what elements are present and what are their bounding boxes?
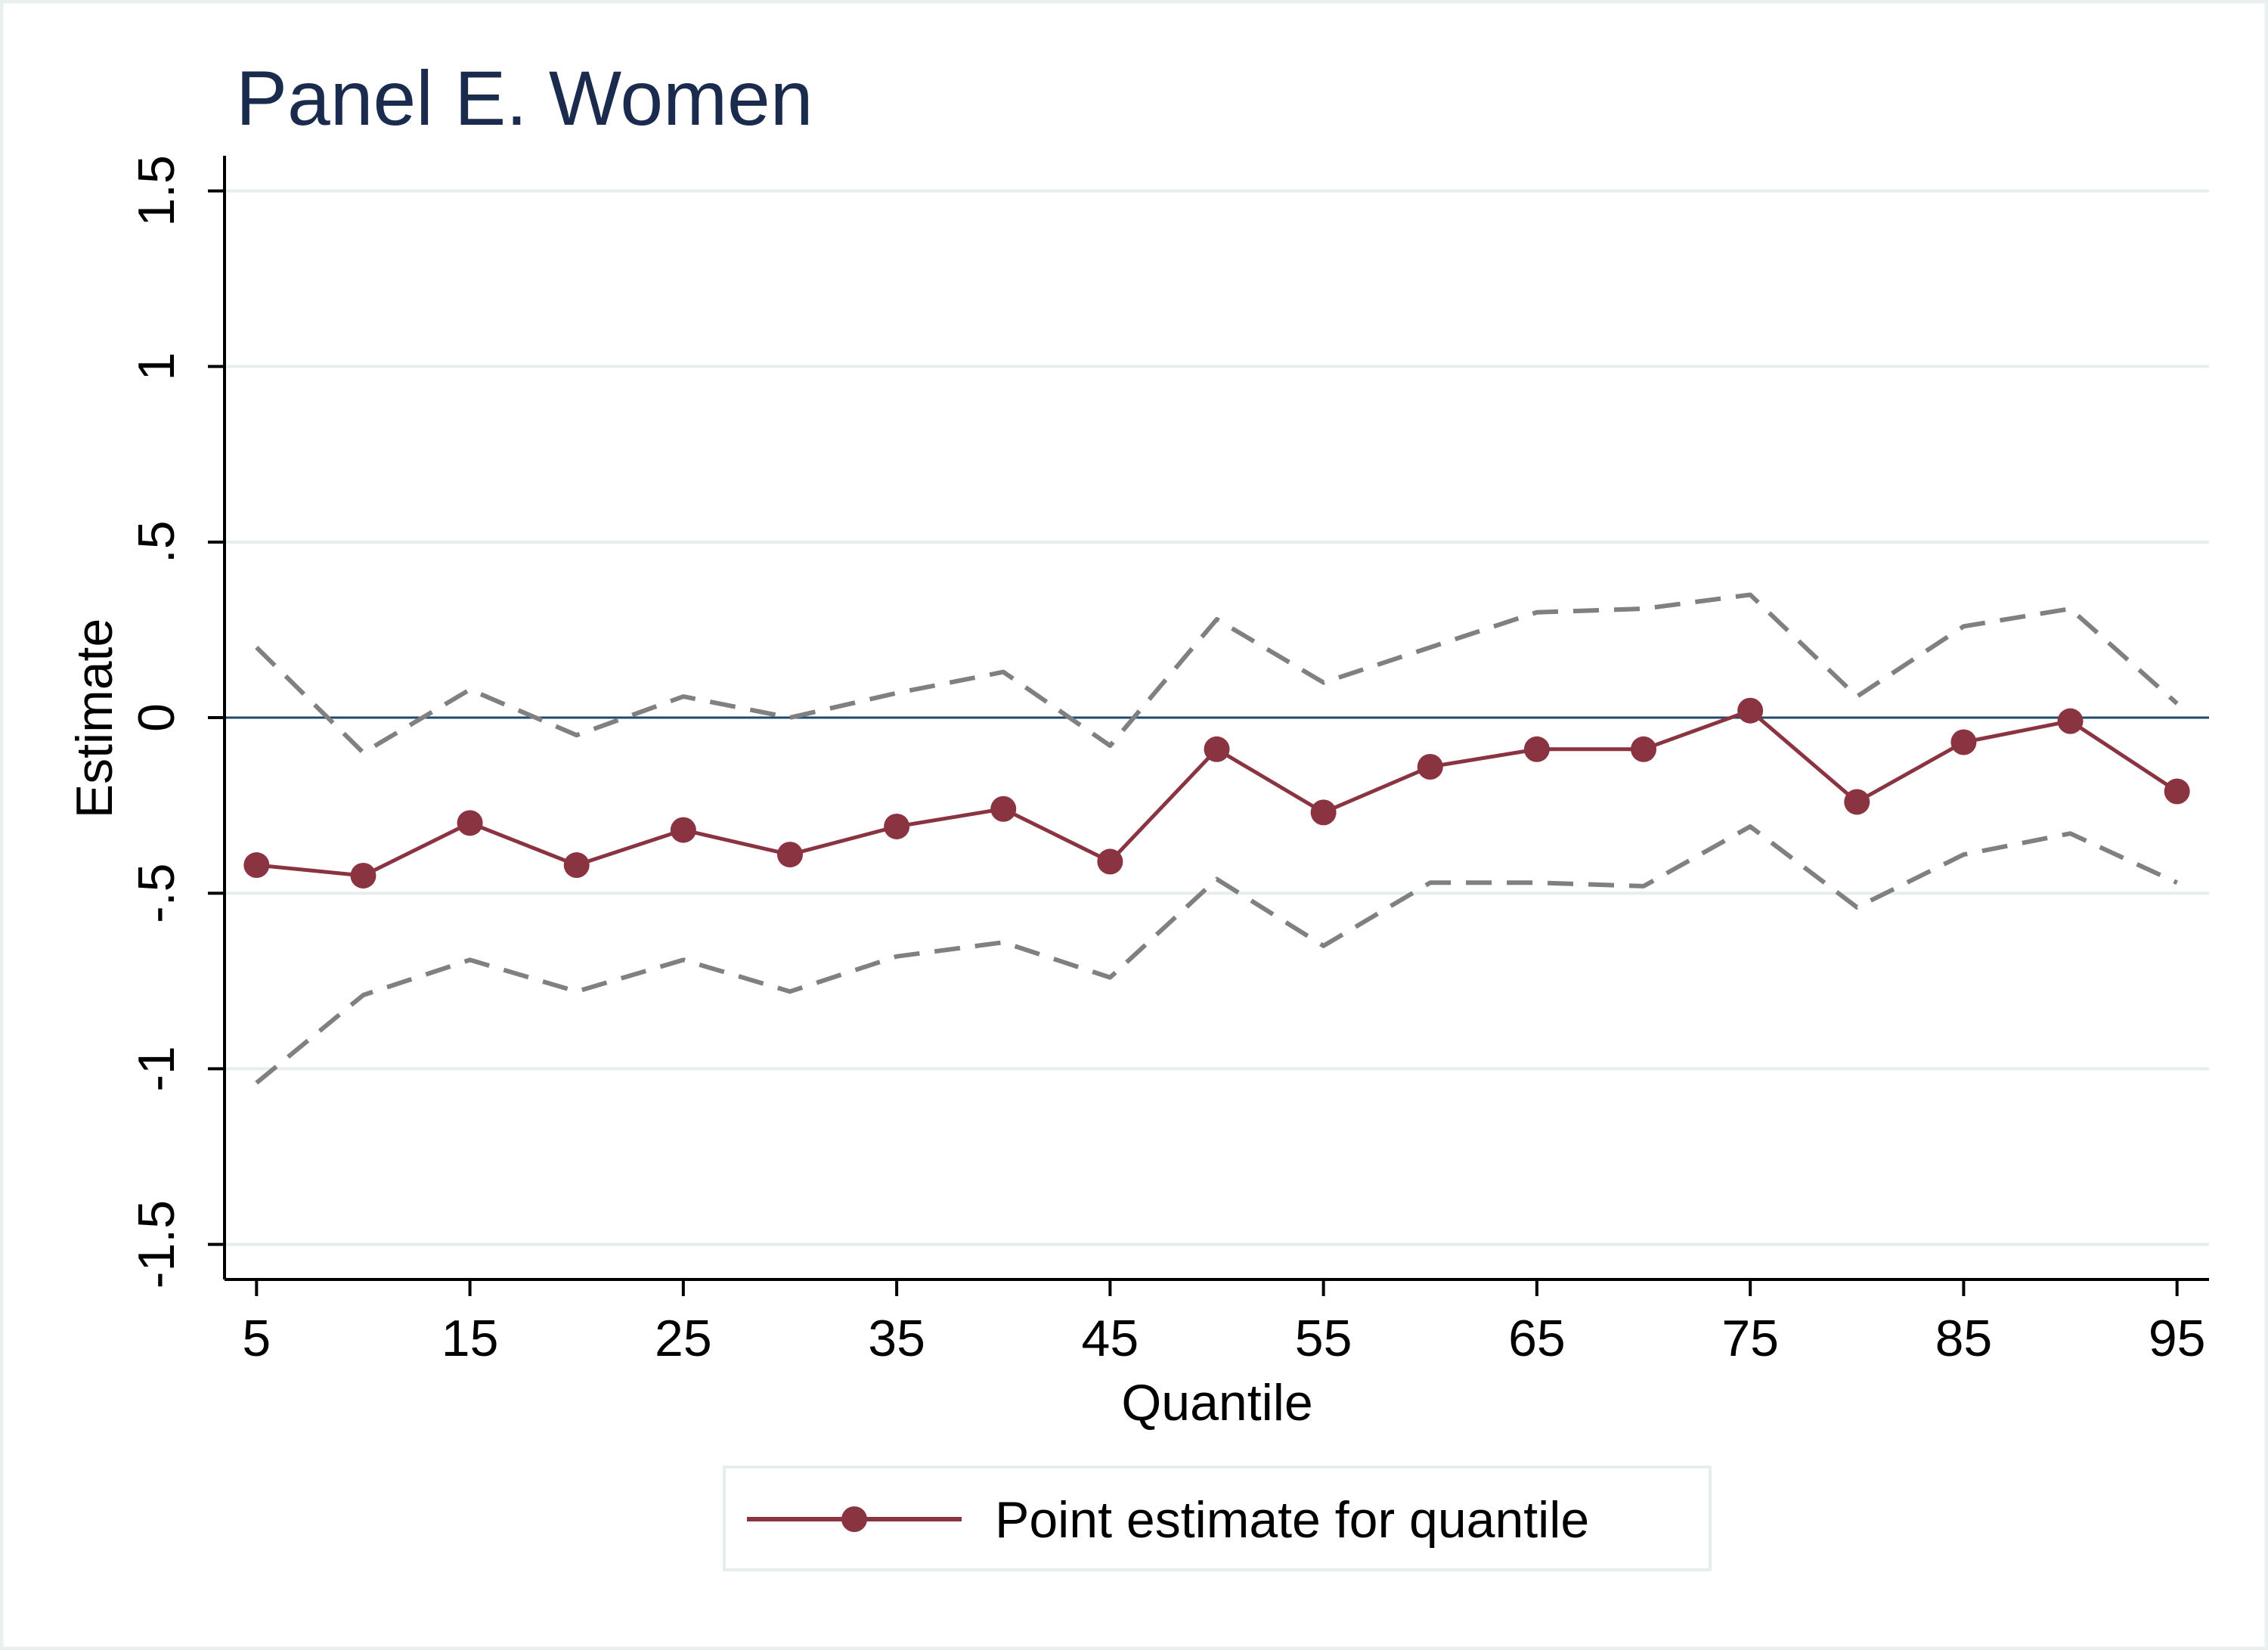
data-point-35 [884,813,910,839]
x-tick-label-5: 55 [1295,1310,1352,1367]
data-point-70 [1631,736,1657,762]
data-point-25 [670,817,696,843]
data-point-5 [243,852,270,879]
y-tick-label-3: 0 [128,703,185,732]
y-tick-label-4: .5 [128,520,185,563]
x-tick-label-8: 85 [1935,1310,1993,1367]
legend-marker-swatch [841,1506,867,1532]
data-point-80 [1844,789,1870,815]
data-point-90 [2057,708,2084,734]
data-point-45 [1097,848,1123,875]
data-point-15 [457,810,483,836]
x-tick-label-4: 45 [1082,1310,1139,1367]
y-tick-label-0: -1.5 [128,1200,185,1289]
axes: -1.5 -1 -.5 0 .5 1 1.5 5 15 25 35 45 55 65 75 85 95 [128,155,2209,1367]
data-point-40 [990,796,1017,822]
y-tick-label-2: -.5 [128,864,185,923]
x-tick-label-6: 65 [1508,1310,1566,1367]
series-line-1 [255,592,2179,755]
legend-label: Point estimate for quantile [995,1491,1589,1549]
data-point-75 [1737,697,1764,724]
data-point-20 [563,852,590,879]
y-axis-label: Estimate [66,619,123,819]
data-point-95 [2164,778,2190,805]
chart-title: Panel E. Women [236,55,813,141]
x-tick-label-7: 75 [1721,1310,1779,1367]
grid-lines [225,189,2209,1246]
x-tick-label-0: 5 [242,1310,271,1367]
legend: Point estimate for quantile [723,1465,1712,1571]
x-axis-label: Quantile [1121,1374,1312,1431]
data-point-50 [1204,736,1230,762]
y-tick-label-1: -1 [128,1046,185,1091]
x-tick-label-3: 35 [868,1310,925,1367]
y-tick-label-5: 1 [128,352,185,381]
data-point-85 [1950,729,1977,755]
data-point-65 [1523,736,1550,762]
data-point-60 [1417,754,1443,780]
x-tick-label-1: 15 [442,1310,499,1367]
data-point-30 [776,842,803,868]
x-tick-label-9: 95 [2149,1310,2206,1367]
y-tick-label-6: 1.5 [128,155,185,227]
data-point-55 [1310,799,1337,826]
x-tick-label-2: 25 [655,1310,712,1367]
data-point-10 [350,862,376,889]
series-line-2 [255,824,2178,1085]
series-layer [243,592,2190,1085]
